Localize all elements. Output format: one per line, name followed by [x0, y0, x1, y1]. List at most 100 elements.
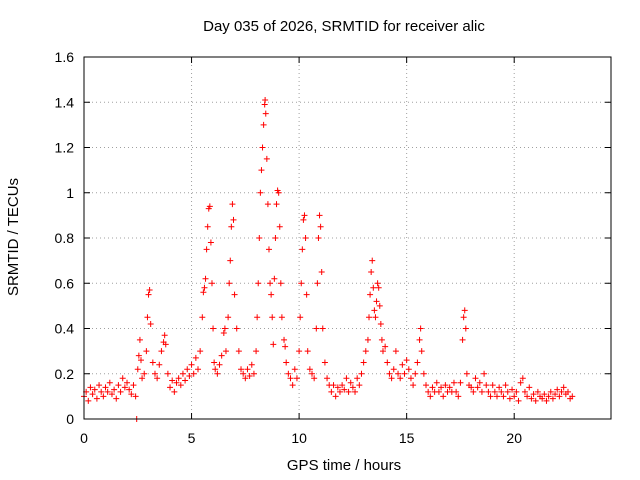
data-point: [438, 384, 445, 391]
data-points: [81, 96, 576, 422]
data-point: [302, 235, 309, 241]
data-point: [124, 379, 131, 386]
data-point: [513, 388, 520, 395]
data-point: [214, 370, 221, 377]
data-point: [134, 366, 141, 373]
data-point: [528, 395, 535, 402]
data-point: [141, 370, 148, 377]
data-point: [362, 348, 369, 355]
data-point: [417, 325, 424, 332]
data-point: [511, 393, 518, 400]
data-point: [242, 375, 249, 382]
data-point: [457, 379, 464, 386]
x-axis-label: GPS time / hours: [287, 457, 401, 474]
data-point: [506, 395, 513, 402]
data-point: [267, 280, 274, 287]
data-point: [225, 314, 232, 321]
data-point: [476, 379, 483, 386]
data-point: [485, 388, 492, 395]
data-point: [376, 302, 383, 309]
data-point: [298, 280, 305, 287]
data-point: [313, 325, 320, 332]
data-point: [388, 375, 395, 382]
data-point: [282, 343, 289, 350]
data-point: [202, 275, 209, 282]
data-point: [85, 397, 92, 404]
data-point: [317, 223, 324, 230]
data-point: [360, 359, 367, 366]
y-tick-label: 1.4: [55, 94, 75, 110]
data-point: [195, 366, 202, 373]
data-point: [384, 359, 391, 366]
data-point: [386, 370, 393, 377]
data-point: [162, 341, 169, 348]
data-point: [369, 257, 376, 264]
data-point: [146, 287, 153, 294]
data-point: [248, 361, 255, 368]
data-point: [328, 388, 335, 395]
data-point: [474, 384, 481, 391]
data-point: [192, 354, 199, 361]
x-tick-label: 0: [80, 430, 88, 446]
data-point: [392, 348, 399, 355]
x-tick-label: 5: [188, 430, 196, 446]
data-point: [502, 382, 509, 389]
data-point: [285, 370, 292, 377]
data-point: [257, 189, 264, 196]
data-point: [210, 325, 217, 332]
data-point: [397, 375, 404, 382]
data-point: [264, 201, 271, 208]
data-point: [91, 386, 98, 393]
data-point: [115, 382, 122, 389]
data-point: [425, 388, 432, 395]
data-point: [158, 348, 165, 355]
data-point: [128, 391, 135, 398]
data-point: [154, 375, 161, 382]
data-point: [382, 343, 389, 350]
data-point: [240, 370, 247, 377]
data-point: [244, 366, 251, 373]
data-point: [188, 361, 195, 368]
y-axis-label: SRMTID / TECUs: [5, 178, 22, 296]
data-point: [423, 382, 430, 389]
data-point: [271, 275, 278, 282]
data-point: [390, 366, 397, 373]
data-point: [489, 382, 496, 389]
data-point: [287, 375, 294, 382]
data-point: [96, 382, 103, 389]
grid-lines: [84, 57, 611, 419]
data-point: [182, 377, 189, 384]
data-point: [222, 348, 229, 355]
data-point: [521, 388, 528, 395]
data-point: [143, 348, 150, 355]
data-point: [318, 268, 325, 275]
data-point: [126, 386, 133, 393]
data-point: [177, 382, 184, 389]
data-point: [378, 336, 385, 343]
data-point: [186, 373, 193, 380]
data-point: [253, 348, 260, 355]
data-point: [509, 386, 516, 393]
data-point: [336, 388, 343, 395]
data-point: [347, 379, 354, 386]
data-point: [315, 235, 322, 241]
data-point: [541, 391, 548, 398]
data-point: [339, 382, 346, 389]
data-point: [297, 314, 304, 321]
data-point: [373, 298, 380, 305]
data-point: [106, 379, 113, 386]
data-point: [460, 314, 467, 321]
data-point: [171, 388, 178, 395]
data-point: [220, 330, 227, 337]
data-point: [352, 388, 359, 395]
data-point: [206, 203, 213, 210]
data-point: [429, 384, 436, 391]
data-point: [208, 280, 215, 287]
data-point: [368, 268, 375, 275]
data-point: [161, 332, 168, 339]
data-point: [530, 391, 537, 398]
data-point: [256, 235, 263, 241]
data-point: [119, 375, 126, 382]
data-point: [230, 216, 237, 223]
